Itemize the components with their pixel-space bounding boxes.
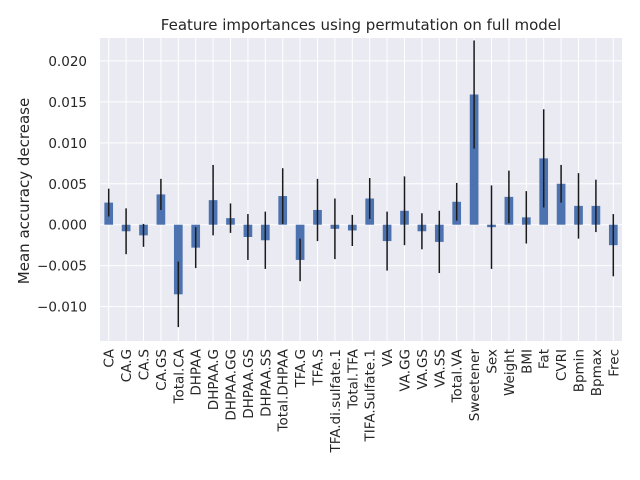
x-tick-label: VA [380,348,396,366]
y-tick-label: −0.010 [37,300,87,316]
x-tick-label: DHPAA [189,348,205,395]
x-tick-label: Sweetener [467,349,483,422]
x-tick-label: VA.GS [415,349,431,390]
x-tick-label: Total.TFA [345,348,361,410]
bar-sweetener [469,94,479,225]
x-tick-label: DHPAA.GS [241,349,257,419]
x-tick-label: CA.G [119,349,135,382]
plot-background [100,38,622,341]
x-tick-label: Total.VA [450,348,466,403]
x-tick-label: TFA.S [311,349,327,387]
x-tick-label: CA.GS [154,349,170,391]
y-tick-label: −0.005 [37,259,87,275]
x-tick-label: CA [102,348,118,367]
y-tick-label: 0.010 [48,136,87,152]
x-tick-label: Total.CA [171,348,187,404]
y-tick-label: 0.020 [48,54,87,70]
x-tick-label: TFA.di.sulfate.1 [328,349,344,454]
x-tick-label: VA.GG [398,349,414,392]
x-tick-label: Bpmin [572,349,588,392]
x-tick-label: BMI [519,349,535,374]
y-tick-labels: −0.010 −0.005 0.000 0.005 0.010 0.015 0.020 [37,54,87,316]
y-axis-label: Mean accuracy decrease [15,98,33,284]
x-tick-label: Total.DHPAA [276,348,292,432]
x-tick-label: Sex [485,349,501,374]
x-tick-label: Fat [537,349,553,369]
x-tick-label: CA.S [137,349,153,380]
x-tick-label: DHPAA.SS [258,349,274,417]
x-tick-label: VA.SS [432,349,448,388]
errorbar-layer [107,40,615,328]
x-tick-label: TFA.G [293,349,309,389]
x-tick-label: TIFA.Sulfate.1 [363,349,379,442]
bar-cvri [556,183,566,225]
y-tick-label: 0.005 [48,177,87,193]
x-tick-label: Frec [606,349,622,377]
x-tick-label: DHPAA.G [206,349,222,410]
x-tick-label: Weight [502,349,518,396]
chart-title: Feature importances using permutation on… [161,16,561,34]
x-tick-label: Bpmax [589,349,605,396]
x-tick-label: CVRI [554,349,570,381]
y-tick-label: 0.015 [48,95,87,111]
y-tick-label: 0.000 [48,218,87,234]
x-tick-label: DHPAA.GG [224,349,240,421]
bar-total-ca [173,224,183,295]
x-tick-labels: CA CA.G CA.S CA.GS Total.CA DHPAA DHPAA.G DHPAA… [102,348,623,453]
